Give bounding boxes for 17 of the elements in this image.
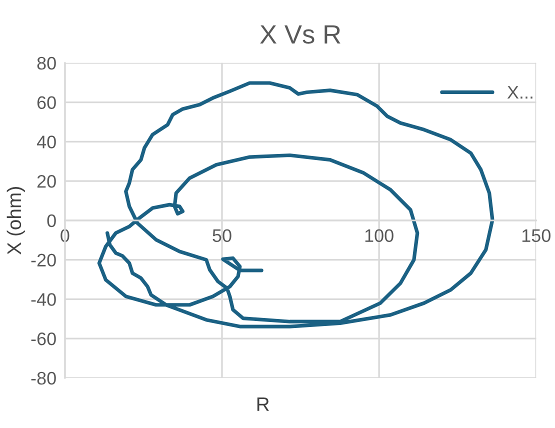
x-tick-label: 150 xyxy=(522,229,550,242)
y-tick-label: 40 xyxy=(36,136,56,148)
x-tick-label: 100 xyxy=(365,229,394,242)
x-axis-title: R xyxy=(257,398,269,411)
y-tick-label: 80 xyxy=(37,56,56,70)
legend-label: X... xyxy=(507,86,532,99)
chart-title: X Vs R xyxy=(260,25,340,44)
x-tick-label: 50 xyxy=(212,229,232,242)
y-axis-title: X (ohm) xyxy=(6,187,25,255)
y-tick-label: 0 xyxy=(47,214,56,228)
y-tick-label: 60 xyxy=(37,96,56,110)
y-tick-label: 20 xyxy=(37,174,56,188)
line-series xyxy=(97,81,494,328)
y-tick-label: -20 xyxy=(31,254,56,267)
y-tick-label: -80 xyxy=(31,372,56,385)
y-tick-label: -60 xyxy=(31,332,56,346)
y-tick-label: -40 xyxy=(31,293,56,306)
